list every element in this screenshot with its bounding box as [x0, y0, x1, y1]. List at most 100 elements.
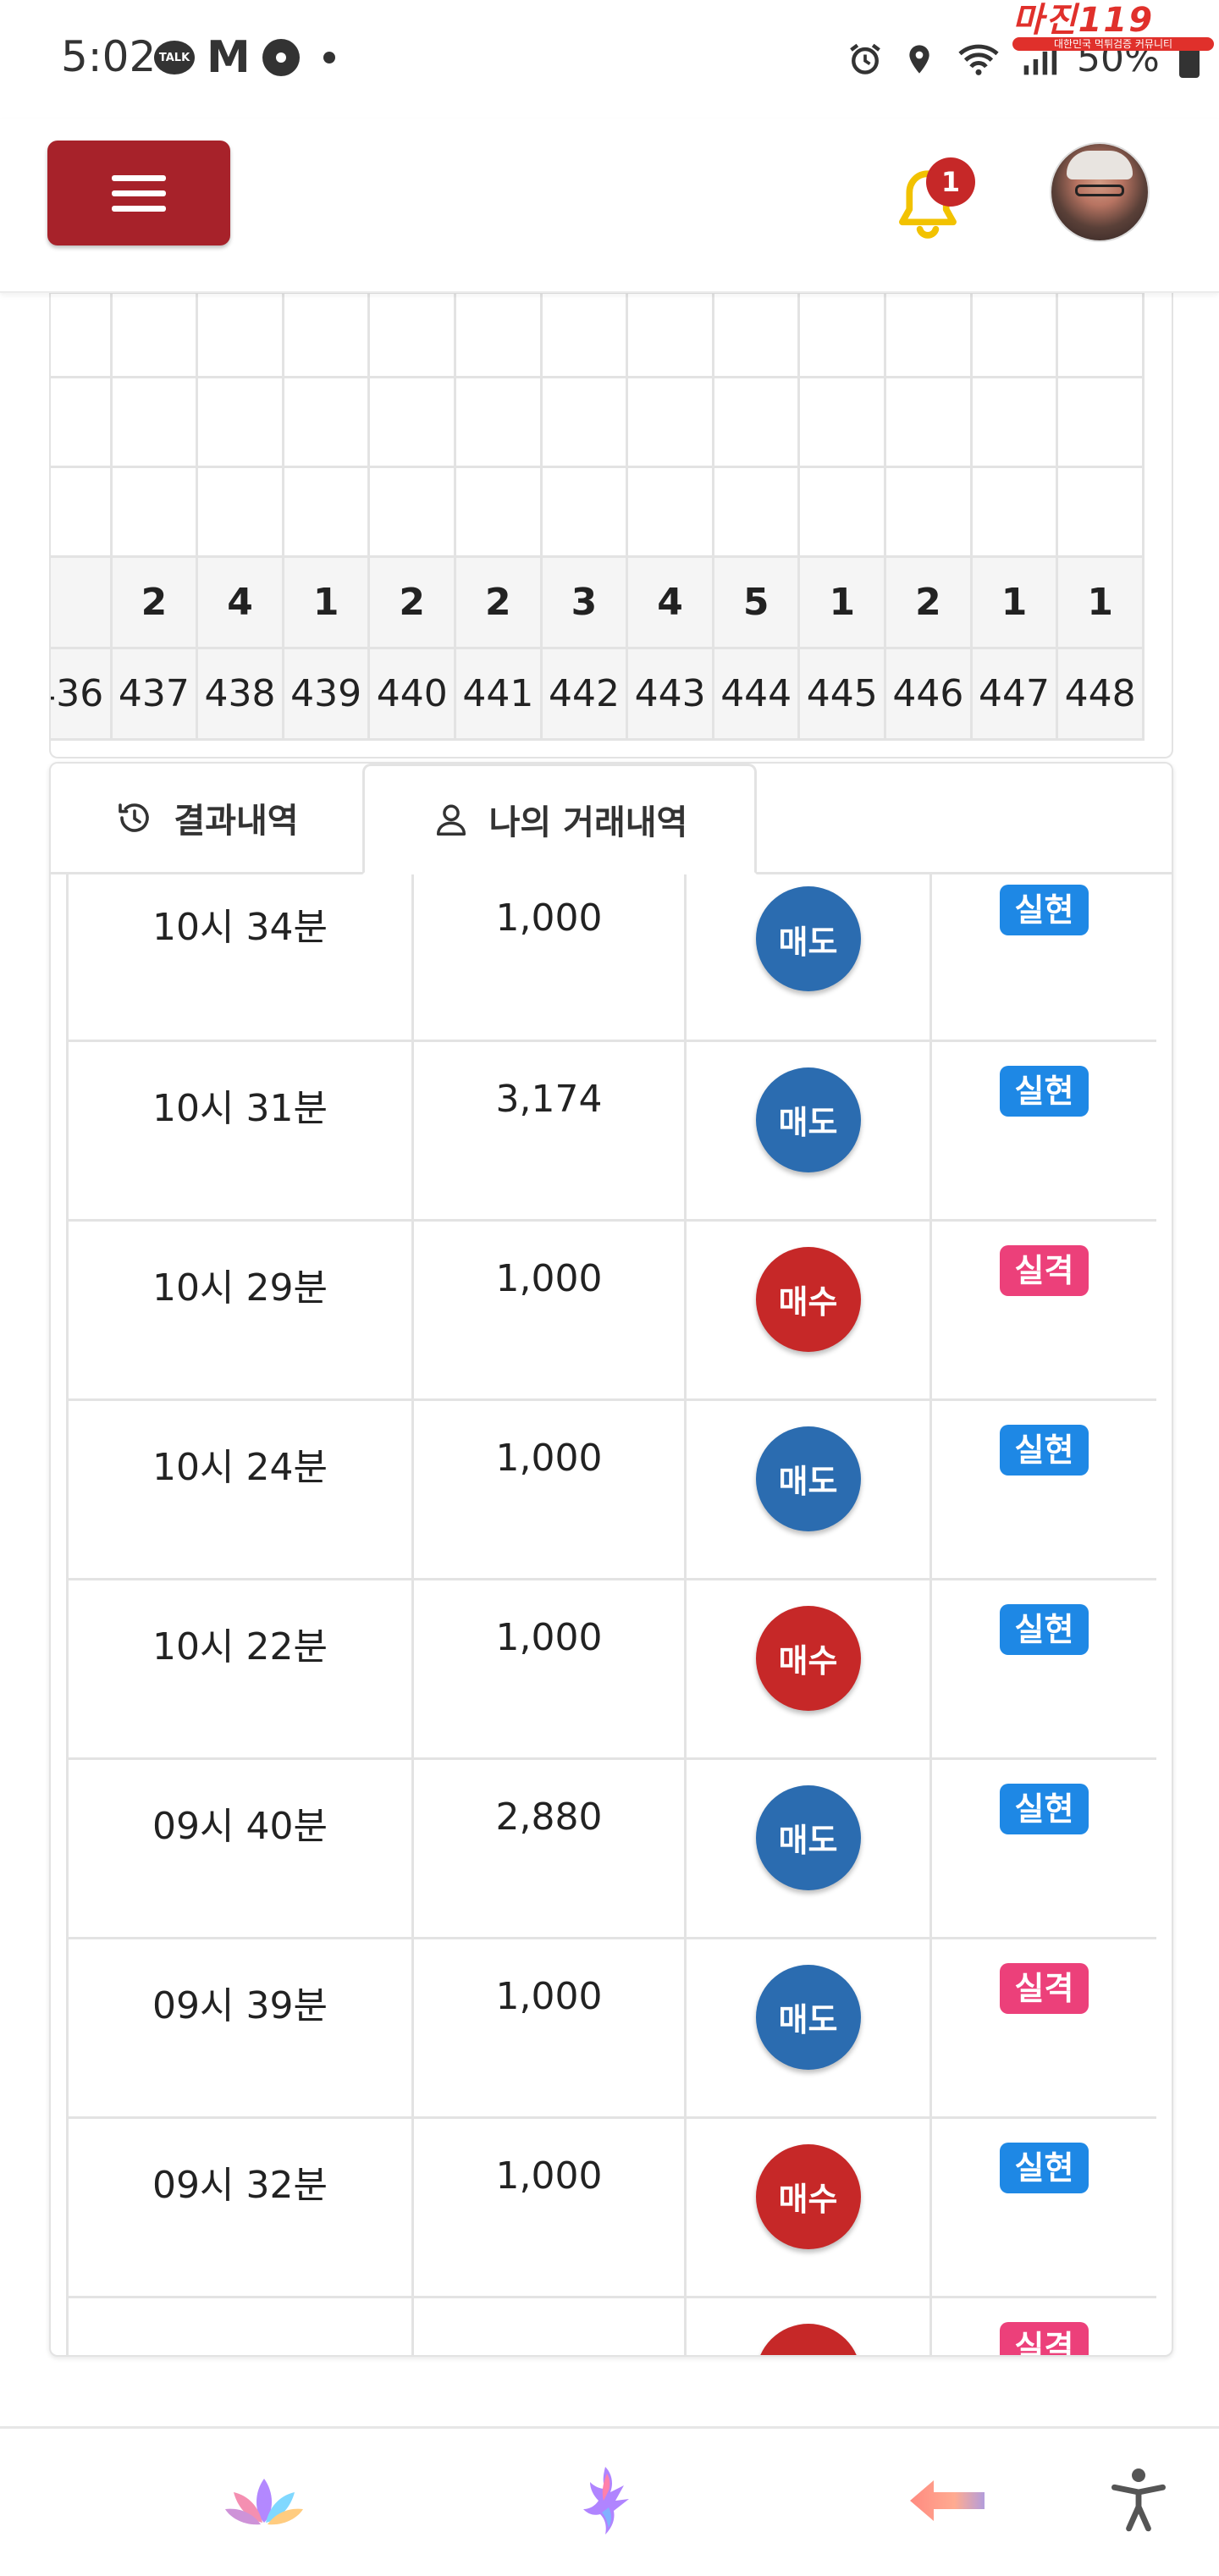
result-badge: 실현	[999, 2142, 1089, 2193]
trade-time: 09시 40분	[66, 1757, 414, 1939]
trade-row: 10시 31분 3,174 매도 실현	[66, 1039, 1156, 1222]
history-blank-cell	[626, 376, 714, 468]
trade-card: 결과내역 나의 거래내역 10시 34분 1,000 매도 실현 10시 31분 3,17…	[49, 762, 1173, 2357]
history-round-cell: 447	[969, 647, 1059, 741]
history-blank-cell	[281, 291, 371, 378]
tab-my-trades[interactable]: 나의 거래내역	[362, 764, 757, 874]
history-blank-cell	[539, 291, 629, 378]
history-blank-cell	[711, 376, 801, 468]
trade-type-cell: 매도	[684, 1398, 932, 1580]
history-blank-cell	[884, 291, 973, 378]
trade-time: 10시 34분	[66, 874, 414, 1042]
trade-list-scroll[interactable]: 10시 34분 1,000 매도 실현 10시 31분 3,174 매도 실현 10시 29분 1…	[66, 874, 1156, 2355]
trade-type-cell: 매도	[684, 874, 932, 1042]
history-blank-cell	[797, 376, 887, 468]
history-blank-row	[51, 291, 1145, 378]
trade-time: 10시 31분	[66, 1039, 414, 1222]
trade-row: 10시 22분 1,000 매수 실현	[66, 1577, 1156, 1760]
trade-amount: 2,880	[411, 1757, 687, 1939]
history-blank-cell	[1056, 466, 1145, 558]
nav-accessibility-button[interactable]	[1092, 2454, 1185, 2547]
trade-row: 09시 32분 1,000 매수 실현	[66, 2115, 1156, 2298]
trade-type-cell: 매수	[684, 1577, 932, 1760]
history-blank-cell	[969, 466, 1059, 558]
history-blank-cell	[626, 291, 714, 378]
trade-row: 09시 39분 1,000 매도 실격	[66, 1936, 1156, 2119]
nav-lotus-button[interactable]	[218, 2454, 311, 2547]
bottom-nav	[0, 2426, 1219, 2576]
trade-result-cell: 실현	[929, 874, 1156, 1042]
hamburger-icon	[112, 174, 166, 181]
result-badge: 실격	[999, 2321, 1089, 2355]
watermark-title: 마진119	[1012, 1, 1155, 40]
trade-row: 10시 24분 1,000 매도 실현	[66, 1398, 1156, 1580]
trade-table: 10시 34분 1,000 매도 실현 10시 31분 3,174 매도 실현 10시 29분 1…	[66, 874, 1156, 2355]
history-digit-cell: 2	[884, 555, 973, 649]
history-blank-cell	[51, 376, 113, 468]
history-digit-cell: 2	[367, 555, 457, 649]
avatar[interactable]	[1051, 144, 1148, 240]
history-blank-cell	[884, 466, 973, 558]
tab-bar: 결과내역 나의 거래내역	[51, 764, 1172, 874]
history-round-cell: 444	[711, 647, 801, 741]
history-round-cell: 442	[539, 647, 629, 741]
trade-amount: 3,174	[411, 1039, 687, 1222]
history-round-cell: 445	[797, 647, 887, 741]
sell-badge: 매도	[755, 1964, 861, 2070]
history-blank-cell	[711, 466, 801, 558]
tab-my-trades-label: 나의 거래내역	[488, 803, 688, 842]
history-blank-cell	[969, 376, 1059, 468]
history-digit-cell: 3	[539, 555, 629, 649]
tab-results[interactable]: 결과내역	[51, 764, 362, 872]
trade-time: 10시 22분	[66, 1577, 414, 1760]
history-blank-cell	[711, 291, 801, 378]
trade-amount	[411, 2295, 687, 2355]
history-round-cell: 440	[367, 647, 457, 741]
sell-badge: 매도	[755, 1784, 861, 1890]
history-round-cell: 443	[626, 647, 714, 741]
trade-result-cell: 실현	[929, 1757, 1156, 1939]
result-badge: 실현	[999, 1603, 1089, 1655]
trade-time: 09시 39분	[66, 1936, 414, 2119]
history-blank-row	[51, 466, 1145, 558]
history-digit-cell: 4	[626, 555, 714, 649]
fan-icon	[262, 39, 300, 76]
history-blank-cell	[1056, 291, 1145, 378]
result-badge: 실현	[999, 1065, 1089, 1117]
history-digit-cell: 2	[454, 555, 543, 649]
history-round-cell: 446	[884, 647, 973, 741]
history-blank-cell	[196, 291, 284, 378]
trade-amount: 1,000	[411, 1398, 687, 1580]
history-blank-cell	[1056, 376, 1145, 468]
sell-badge: 매도	[755, 1426, 861, 1531]
trade-time: 09시 32분	[66, 2115, 414, 2298]
buy-badge: 매수	[755, 2323, 861, 2355]
buy-badge: 매수	[755, 2143, 861, 2249]
trade-type-cell: 매도	[684, 1757, 932, 1939]
nav-back-button[interactable]	[901, 2454, 994, 2547]
app-header: 1	[0, 119, 1219, 293]
history-blank-cell	[367, 466, 457, 558]
trade-time: 10시 29분	[66, 1218, 414, 1401]
history-digit-cell: 5	[711, 555, 801, 649]
history-blank-cell	[539, 376, 629, 468]
trade-time	[66, 2295, 414, 2355]
watermark-subtitle: 대한민국 먹튀검증 커뮤니티	[1012, 37, 1214, 51]
location-icon	[909, 44, 929, 74]
history-blank-cell	[281, 376, 371, 468]
trade-row: 09시 40분 2,880 매도 실현	[66, 1757, 1156, 1939]
buy-badge: 매수	[755, 1246, 861, 1352]
trade-amount: 1,000	[411, 874, 687, 1042]
history-blank-cell	[367, 291, 457, 378]
watermark-logo: 마진119 대한민국 먹튀검증 커뮤니티	[1012, 3, 1214, 56]
nav-phoenix-button[interactable]	[559, 2454, 652, 2547]
history-grid-card: 2412234512114364374384394404414424434444…	[49, 291, 1173, 758]
history-icon	[119, 803, 150, 832]
notification-button[interactable]: 1	[892, 157, 985, 251]
history-blank-cell	[367, 376, 457, 468]
history-blank-cell	[454, 291, 543, 378]
history-blank-cell	[797, 466, 887, 558]
menu-button[interactable]	[47, 141, 230, 245]
history-rounds-row: 436437438439440441442443444445446447448	[51, 647, 1145, 741]
